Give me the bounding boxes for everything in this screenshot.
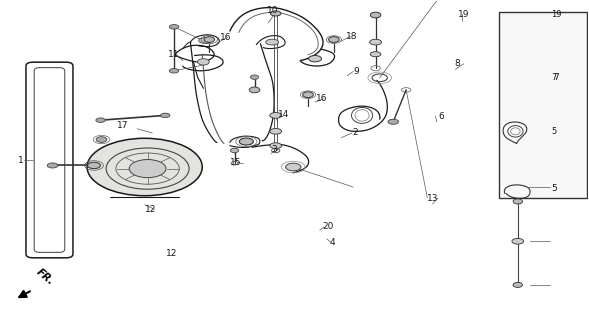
Ellipse shape <box>270 113 282 118</box>
Text: 9: 9 <box>353 67 359 76</box>
Text: 19: 19 <box>458 10 469 19</box>
Text: 16: 16 <box>220 33 231 42</box>
Text: 11: 11 <box>168 50 180 59</box>
Text: 3: 3 <box>271 145 277 154</box>
Ellipse shape <box>270 143 282 148</box>
Text: 13: 13 <box>427 194 439 203</box>
Ellipse shape <box>270 128 282 134</box>
Ellipse shape <box>250 75 259 79</box>
Text: 7: 7 <box>553 73 559 82</box>
Ellipse shape <box>170 25 178 29</box>
Ellipse shape <box>161 113 170 118</box>
Ellipse shape <box>303 92 313 98</box>
Text: 12: 12 <box>145 205 156 214</box>
Ellipse shape <box>204 37 214 43</box>
Ellipse shape <box>230 148 239 153</box>
Text: 5: 5 <box>551 127 557 136</box>
Ellipse shape <box>96 137 107 142</box>
Text: 12: 12 <box>167 249 178 258</box>
Ellipse shape <box>249 87 260 93</box>
Text: 5: 5 <box>551 184 557 193</box>
Ellipse shape <box>129 160 166 178</box>
Bar <box>499 12 587 198</box>
Text: 16: 16 <box>316 94 327 103</box>
Ellipse shape <box>370 12 381 18</box>
Text: 4: 4 <box>330 238 335 247</box>
Text: 17: 17 <box>117 121 128 130</box>
Ellipse shape <box>87 138 202 196</box>
Text: 18: 18 <box>346 32 357 41</box>
Text: 10: 10 <box>267 6 279 15</box>
Ellipse shape <box>512 238 524 244</box>
Ellipse shape <box>197 59 209 65</box>
Text: 6: 6 <box>438 112 444 121</box>
Ellipse shape <box>309 55 322 62</box>
Ellipse shape <box>370 52 381 57</box>
Ellipse shape <box>88 162 101 169</box>
Ellipse shape <box>370 39 382 45</box>
Ellipse shape <box>170 68 178 73</box>
Text: 2: 2 <box>352 128 358 137</box>
Ellipse shape <box>329 37 339 43</box>
Text: 20: 20 <box>323 222 334 231</box>
Text: 19: 19 <box>551 10 562 19</box>
Ellipse shape <box>286 163 301 171</box>
Text: 7: 7 <box>551 73 557 82</box>
Text: 8: 8 <box>454 59 460 68</box>
Ellipse shape <box>513 282 522 287</box>
Text: 15: 15 <box>230 158 241 167</box>
Ellipse shape <box>266 39 279 45</box>
Text: 1: 1 <box>18 156 24 164</box>
Ellipse shape <box>270 11 281 16</box>
Ellipse shape <box>513 199 522 204</box>
Ellipse shape <box>198 38 211 44</box>
Ellipse shape <box>96 118 105 123</box>
Ellipse shape <box>47 163 58 168</box>
Ellipse shape <box>388 119 399 124</box>
Ellipse shape <box>239 138 253 145</box>
Text: 14: 14 <box>278 110 289 119</box>
Text: FR.: FR. <box>34 267 55 287</box>
